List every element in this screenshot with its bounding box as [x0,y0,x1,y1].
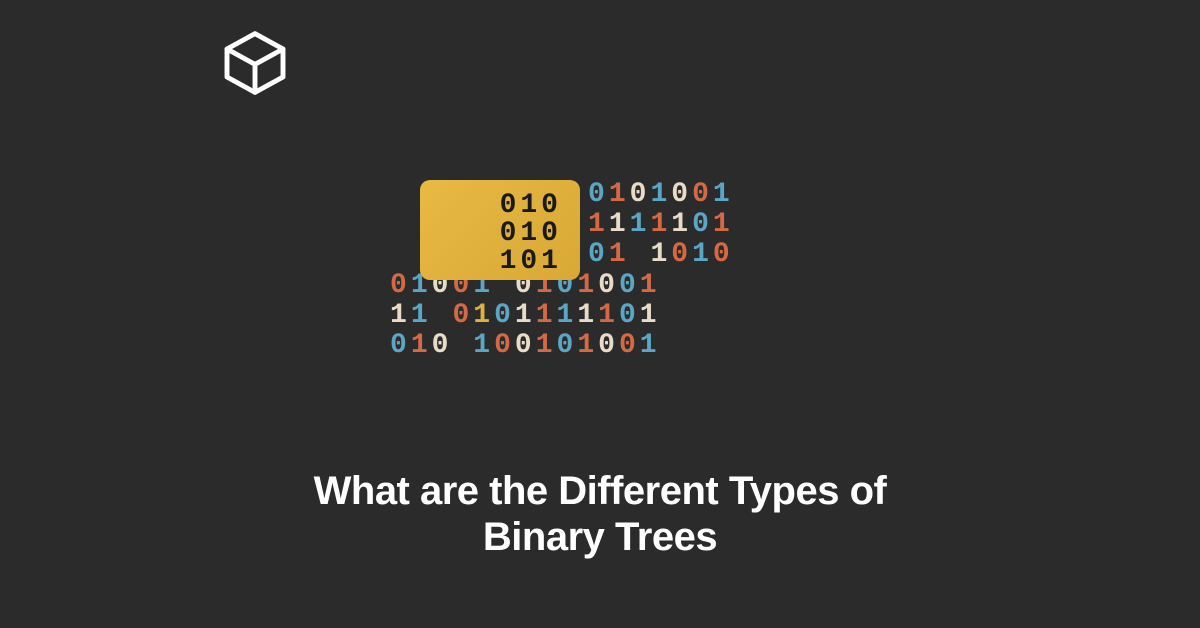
binary-digit: 0 [588,179,609,210]
binary-digit: 1 [577,270,598,301]
binary-digit: 1 [609,179,630,210]
binary-digit: 0 [692,209,713,240]
binary-row: 0100100101001 [390,331,810,361]
binary-digit: 1 [609,209,630,240]
binary-code-graphic: 010 010 101 0101001111110101010100100100… [390,180,810,361]
binary-digit: 1 [411,300,432,331]
binary-digit: 0 [598,270,619,301]
binary-digit: 1 [650,179,671,210]
cube-logo-icon [220,28,290,103]
binary-digit: 0 [692,179,713,210]
binary-digit: 0 [619,330,640,361]
binary-digit: 1 [557,300,578,331]
binary-digit: 0 [630,179,651,210]
chip-row: 101 [438,248,562,276]
binary-digit: 0 [557,330,578,361]
binary-digit: 1 [536,300,557,331]
binary-digit: 0 [588,239,609,270]
binary-digit: 0 [619,270,640,301]
binary-digit: 1 [671,209,692,240]
binary-digit: 1 [640,300,661,331]
binary-row: 1110101111101 [390,301,810,331]
binary-digit: 1 [515,300,536,331]
binary-digit: 1 [588,209,609,240]
title-line-1: What are the Different Types of [0,468,1200,514]
binary-digit: 1 [577,330,598,361]
chip-row: 010 [438,220,562,248]
binary-digit: 1 [390,300,411,331]
binary-digit: 1 [640,270,661,301]
binary-digit: 1 [650,239,671,270]
chip-row: 010 [438,192,562,220]
binary-digit: 0 [713,239,734,270]
binary-digit: 0 [630,239,651,270]
binary-digit: 1 [411,330,432,361]
binary-digit: 1 [650,209,671,240]
binary-digit: 1 [630,209,651,240]
binary-digit: 0 [671,239,692,270]
binary-digit: 0 [390,270,411,301]
binary-digit: 0 [598,330,619,361]
binary-digit: 1 [473,300,494,331]
binary-digit: 0 [452,330,473,361]
binary-digit: 0 [390,330,411,361]
binary-digit: 0 [671,179,692,210]
binary-digit: 0 [494,330,515,361]
gold-chip: 010 010 101 [420,180,580,280]
binary-digit: 0 [619,300,640,331]
page-title: What are the Different Types of Binary T… [0,468,1200,560]
binary-digit: 0 [432,330,453,361]
binary-digit: 1 [473,330,494,361]
binary-digit: 1 [713,179,734,210]
binary-digit: 1 [536,330,557,361]
binary-digit: 0 [515,330,536,361]
binary-digit: 1 [640,330,661,361]
binary-digit: 1 [432,300,453,331]
binary-digit: 1 [692,239,713,270]
binary-digit: 0 [494,300,515,331]
binary-digit: 1 [577,300,598,331]
binary-digit: 1 [713,209,734,240]
binary-digit: 1 [598,300,619,331]
title-line-2: Binary Trees [0,514,1200,560]
binary-digit: 0 [452,300,473,331]
binary-digit: 1 [609,239,630,270]
